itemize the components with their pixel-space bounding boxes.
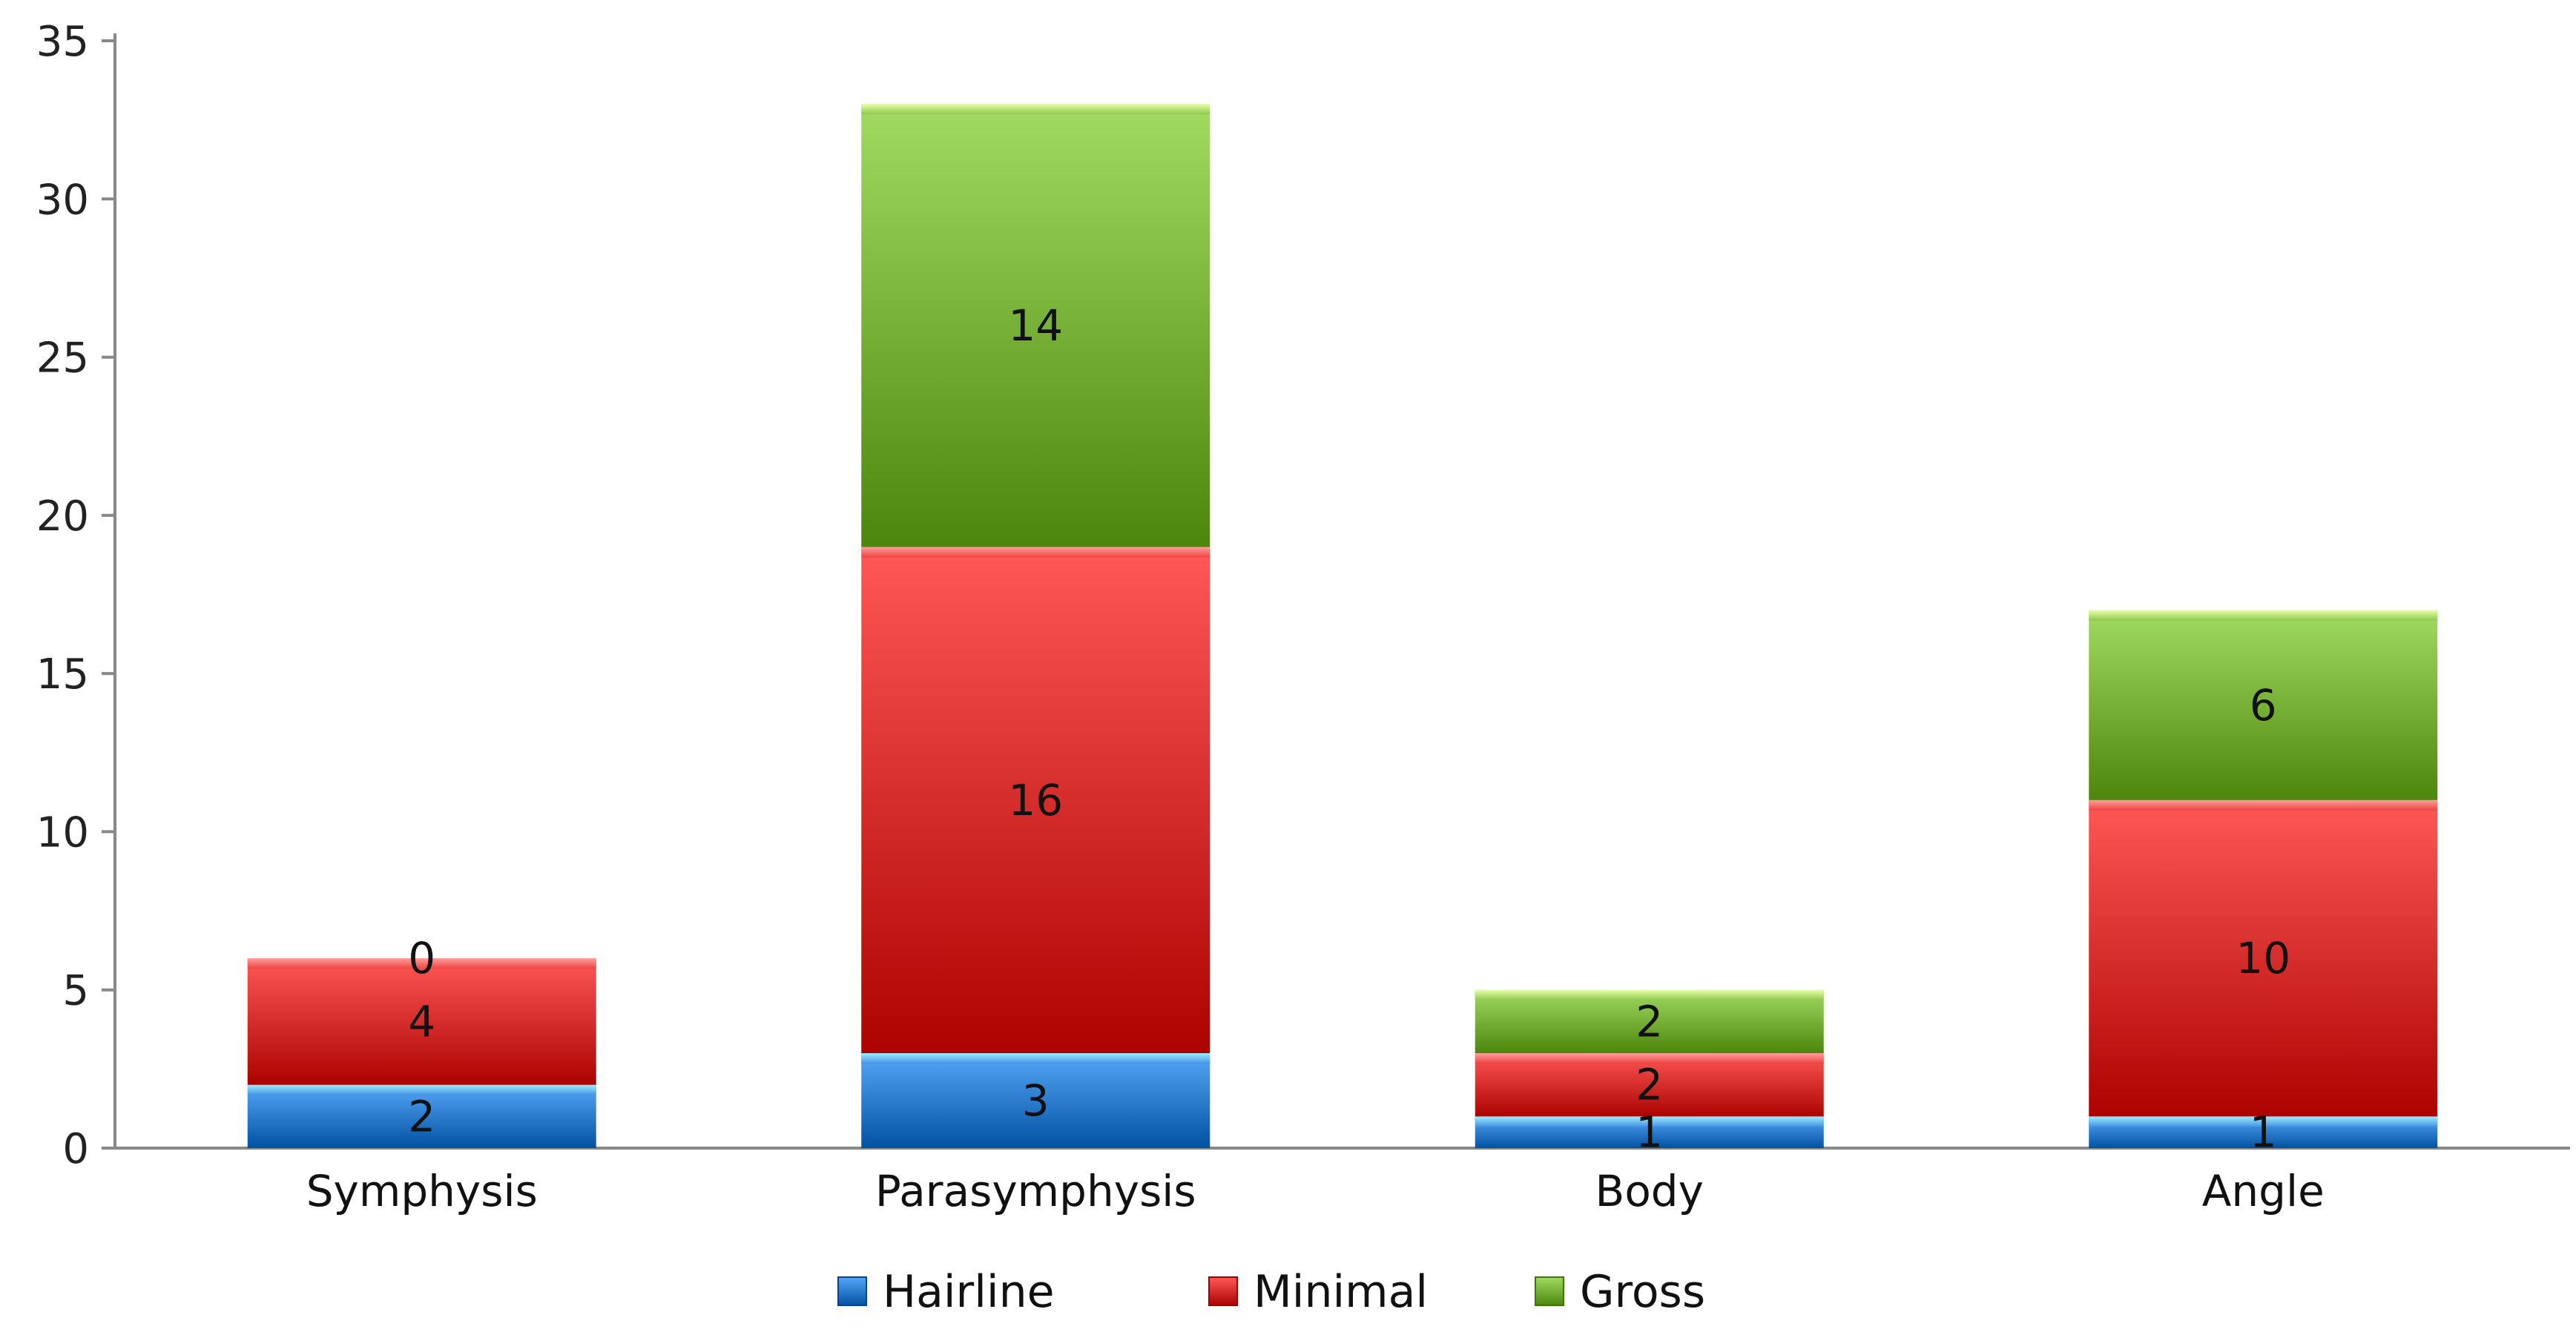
- y-tick-label: 5: [62, 967, 89, 1015]
- bar-segment-highlight: [247, 958, 596, 969]
- y-tick-label: 20: [36, 492, 89, 541]
- data-label-hairline-angle: 1: [2250, 1107, 2277, 1158]
- bar-segment-minimal-angle: [2089, 800, 2438, 1117]
- data-label-minimal-body: 2: [1635, 1060, 1663, 1110]
- data-label-hairline-parasymphysis: 3: [1022, 1075, 1050, 1126]
- bar-segment-highlight: [2089, 610, 2438, 621]
- x-category-label-symphysis: Symphysis: [306, 1166, 538, 1216]
- bar-segment-gross-parasymphysis: [861, 104, 1210, 547]
- data-label-gross-body: 2: [1635, 996, 1663, 1046]
- bar-segment-minimal-body: [1475, 1053, 1824, 1117]
- data-label-gross-angle: 6: [2250, 680, 2277, 731]
- data-label-hairline-symphysis: 2: [408, 1091, 435, 1141]
- bar-segment-hairline-parasymphysis: [861, 1053, 1210, 1148]
- legend-label-gross: Gross: [1580, 1266, 1705, 1318]
- bar-segment-highlight: [861, 1053, 1210, 1064]
- legend-label-hairline: Hairline: [883, 1266, 1055, 1318]
- bar-segment-highlight: [861, 547, 1210, 558]
- y-tick-label: 25: [36, 334, 89, 383]
- y-tick-label: 10: [36, 808, 89, 857]
- bar-segment-highlight: [861, 104, 1210, 115]
- data-label-minimal-parasymphysis: 16: [1008, 775, 1063, 825]
- legend-item-minimal: Minimal: [1208, 1266, 1428, 1318]
- data-label-hairline-body: 1: [1635, 1107, 1663, 1158]
- bar-segment-minimal-parasymphysis: [861, 547, 1210, 1054]
- bar-segment-highlight: [1475, 1053, 1824, 1064]
- bar-segment-highlight: [1475, 1116, 1824, 1127]
- x-category-label-parasymphysis: Parasymphysis: [875, 1166, 1196, 1216]
- x-category-label-body: Body: [1595, 1166, 1704, 1216]
- x-category-label-angle: Angle: [2202, 1166, 2325, 1216]
- data-label-gross-parasymphysis: 14: [1008, 300, 1063, 351]
- legend-swatch-gross: [1535, 1276, 1564, 1306]
- y-tick-label: 15: [36, 650, 89, 699]
- y-tick-label: 30: [36, 176, 89, 224]
- legend-label-minimal: Minimal: [1254, 1266, 1428, 1318]
- data-label-minimal-symphysis: 4: [408, 996, 435, 1046]
- bar-segment-gross-angle: [2089, 610, 2438, 800]
- bar-segment-gross-body: [1475, 989, 1824, 1054]
- legend-item-hairline: Hairline: [837, 1266, 1055, 1318]
- bar-segment-highlight: [2089, 1116, 2438, 1127]
- data-label-minimal-angle: 10: [2236, 933, 2290, 983]
- bar-segment-hairline-symphysis: [247, 1084, 596, 1148]
- bar-segment-minimal-symphysis: [247, 958, 596, 1085]
- data-label-gross-symphysis: 0: [408, 933, 435, 983]
- bar-segment-highlight: [2089, 800, 2438, 811]
- legend-swatch-hairline: [837, 1276, 867, 1306]
- bar-segment-highlight: [247, 1084, 596, 1095]
- legend-swatch-minimal: [1208, 1276, 1238, 1306]
- legend-item-gross: Gross: [1535, 1266, 1705, 1318]
- y-tick-label: 35: [36, 18, 89, 66]
- y-tick-label: 0: [62, 1125, 89, 1173]
- bar-segment-highlight: [1475, 989, 1824, 1001]
